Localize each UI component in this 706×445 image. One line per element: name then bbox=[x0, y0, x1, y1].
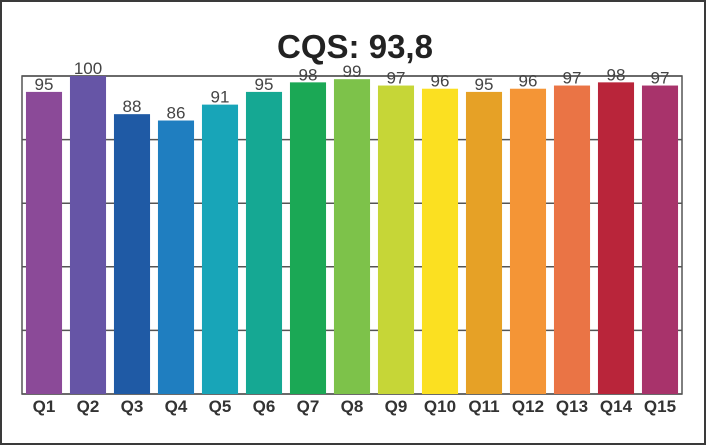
bar-q7 bbox=[289, 82, 327, 395]
bar-q4 bbox=[157, 120, 195, 395]
x-tick-label-q9: Q9 bbox=[385, 397, 408, 416]
x-tick-label-q11: Q11 bbox=[468, 397, 499, 416]
value-label-q6: 95 bbox=[255, 75, 274, 94]
x-tick-labels: Q1 Q2 Q3 Q4 Q5 Q6 Q7 Q8 Q9 Q10 Q11 Q12 Q13 Q14 Q15 bbox=[33, 397, 676, 416]
bar-q9 bbox=[377, 85, 415, 394]
bar-q8 bbox=[333, 79, 371, 395]
x-tick-label-q8: Q8 bbox=[341, 397, 364, 416]
value-label-q10: 96 bbox=[431, 72, 450, 91]
x-tick-label-q10: Q10 bbox=[424, 397, 456, 416]
bar-q15 bbox=[641, 85, 679, 394]
bar-q11 bbox=[465, 91, 503, 395]
bar-q13 bbox=[553, 85, 591, 394]
value-label-q15: 97 bbox=[651, 69, 670, 88]
bar-q5 bbox=[201, 104, 239, 395]
bar-q14 bbox=[597, 82, 635, 395]
bar-q1 bbox=[25, 91, 63, 395]
bar-q10 bbox=[421, 88, 459, 394]
bars bbox=[25, 76, 679, 395]
value-label-q4: 86 bbox=[167, 104, 186, 123]
value-labels: 95 100 88 86 91 95 98 99 97 96 95 96 97 98 97 bbox=[35, 59, 670, 123]
value-label-q13: 97 bbox=[563, 69, 582, 88]
x-tick-label-q2: Q2 bbox=[77, 397, 100, 416]
bar-q2 bbox=[69, 76, 107, 394]
x-tick-label-q12: Q12 bbox=[512, 397, 544, 416]
bar-q3 bbox=[113, 114, 151, 394]
value-label-q11: 95 bbox=[475, 75, 494, 94]
value-label-q14: 98 bbox=[607, 65, 626, 84]
x-tick-label-q13: Q13 bbox=[556, 397, 588, 416]
chart-title: CQS: 93,8 bbox=[277, 28, 433, 65]
x-tick-label-q4: Q4 bbox=[165, 397, 188, 416]
value-label-q12: 96 bbox=[519, 72, 538, 91]
x-tick-label-q15: Q15 bbox=[644, 397, 676, 416]
x-tick-label-q5: Q5 bbox=[209, 397, 232, 416]
x-tick-label-q1: Q1 bbox=[33, 397, 56, 416]
value-label-q5: 91 bbox=[211, 88, 230, 107]
value-label-q1: 95 bbox=[35, 75, 54, 94]
x-tick-label-q7: Q7 bbox=[297, 397, 320, 416]
value-label-q8: 99 bbox=[343, 62, 362, 81]
x-tick-label-q3: Q3 bbox=[121, 397, 144, 416]
value-label-q2: 100 bbox=[74, 59, 102, 78]
value-label-q3: 88 bbox=[123, 97, 142, 116]
value-label-q9: 97 bbox=[387, 69, 406, 88]
x-tick-label-q14: Q14 bbox=[600, 397, 633, 416]
bar-q6 bbox=[245, 91, 283, 395]
value-label-q7: 98 bbox=[299, 65, 318, 84]
bar-q12 bbox=[509, 88, 547, 394]
x-tick-label-q6: Q6 bbox=[253, 397, 276, 416]
